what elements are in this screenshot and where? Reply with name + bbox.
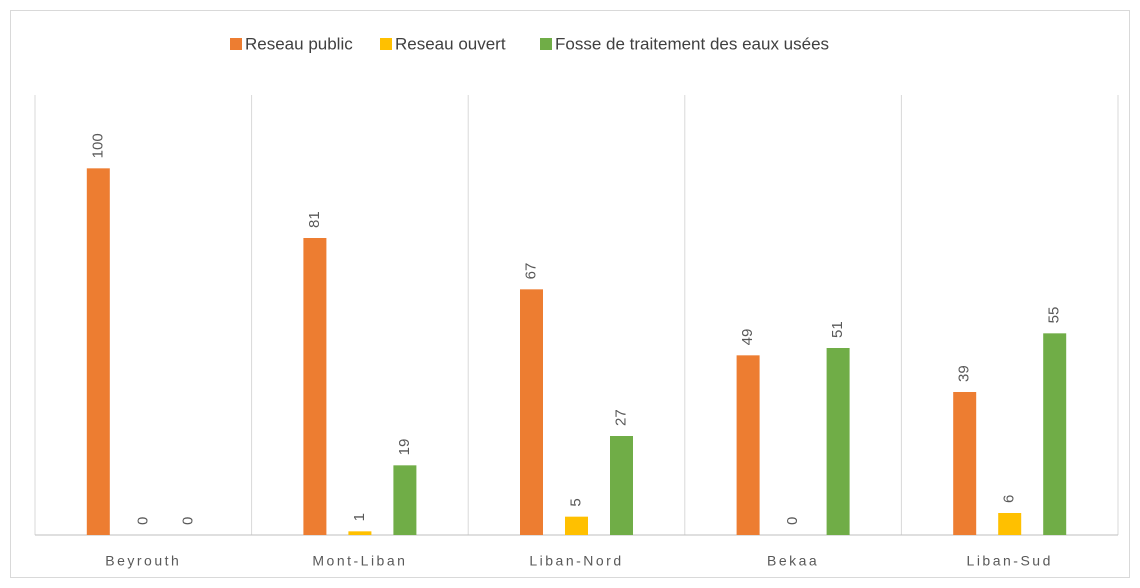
bar: [565, 516, 588, 535]
data-label: 0: [784, 517, 801, 525]
data-label: 27: [612, 409, 629, 426]
legend-swatch: [380, 38, 392, 50]
bar: [303, 238, 327, 535]
chart-border: [10, 10, 1130, 578]
x-tick-label: Beyrouth: [105, 553, 181, 569]
bar: [520, 289, 543, 535]
data-label: 6: [1001, 495, 1018, 503]
x-tick-label: Liban-Sud: [967, 553, 1053, 569]
bar: [953, 392, 977, 535]
data-label: 100: [89, 133, 106, 158]
data-label: 39: [956, 365, 973, 382]
bar: [348, 531, 372, 535]
bar: [610, 436, 633, 535]
data-label: 0: [179, 517, 196, 525]
x-tick-label: Bekaa: [767, 553, 819, 569]
bar: [86, 168, 110, 536]
data-label: 19: [396, 439, 413, 456]
data-label: 55: [1046, 307, 1063, 324]
data-label: 49: [739, 329, 756, 346]
legend-label: Reseau public: [245, 34, 353, 53]
legend-swatch: [230, 38, 242, 50]
legend-label: Reseau ouvert: [395, 34, 506, 53]
x-tick-label: Liban-Nord: [529, 553, 623, 569]
x-tick-label: Mont-Liban: [312, 553, 407, 569]
data-label: 5: [567, 498, 584, 506]
bar: [393, 465, 417, 535]
legend-swatch: [540, 38, 552, 50]
data-label: 67: [522, 263, 539, 280]
data-label: 51: [829, 321, 846, 338]
legend-label: Fosse de traitement des eaux usées: [555, 34, 829, 53]
data-label: 0: [134, 517, 151, 525]
bar: [736, 355, 760, 535]
bar: [826, 348, 850, 535]
data-label: 1: [351, 513, 368, 521]
bar: [998, 513, 1022, 535]
data-label: 81: [306, 211, 323, 228]
bar: [1043, 333, 1067, 535]
